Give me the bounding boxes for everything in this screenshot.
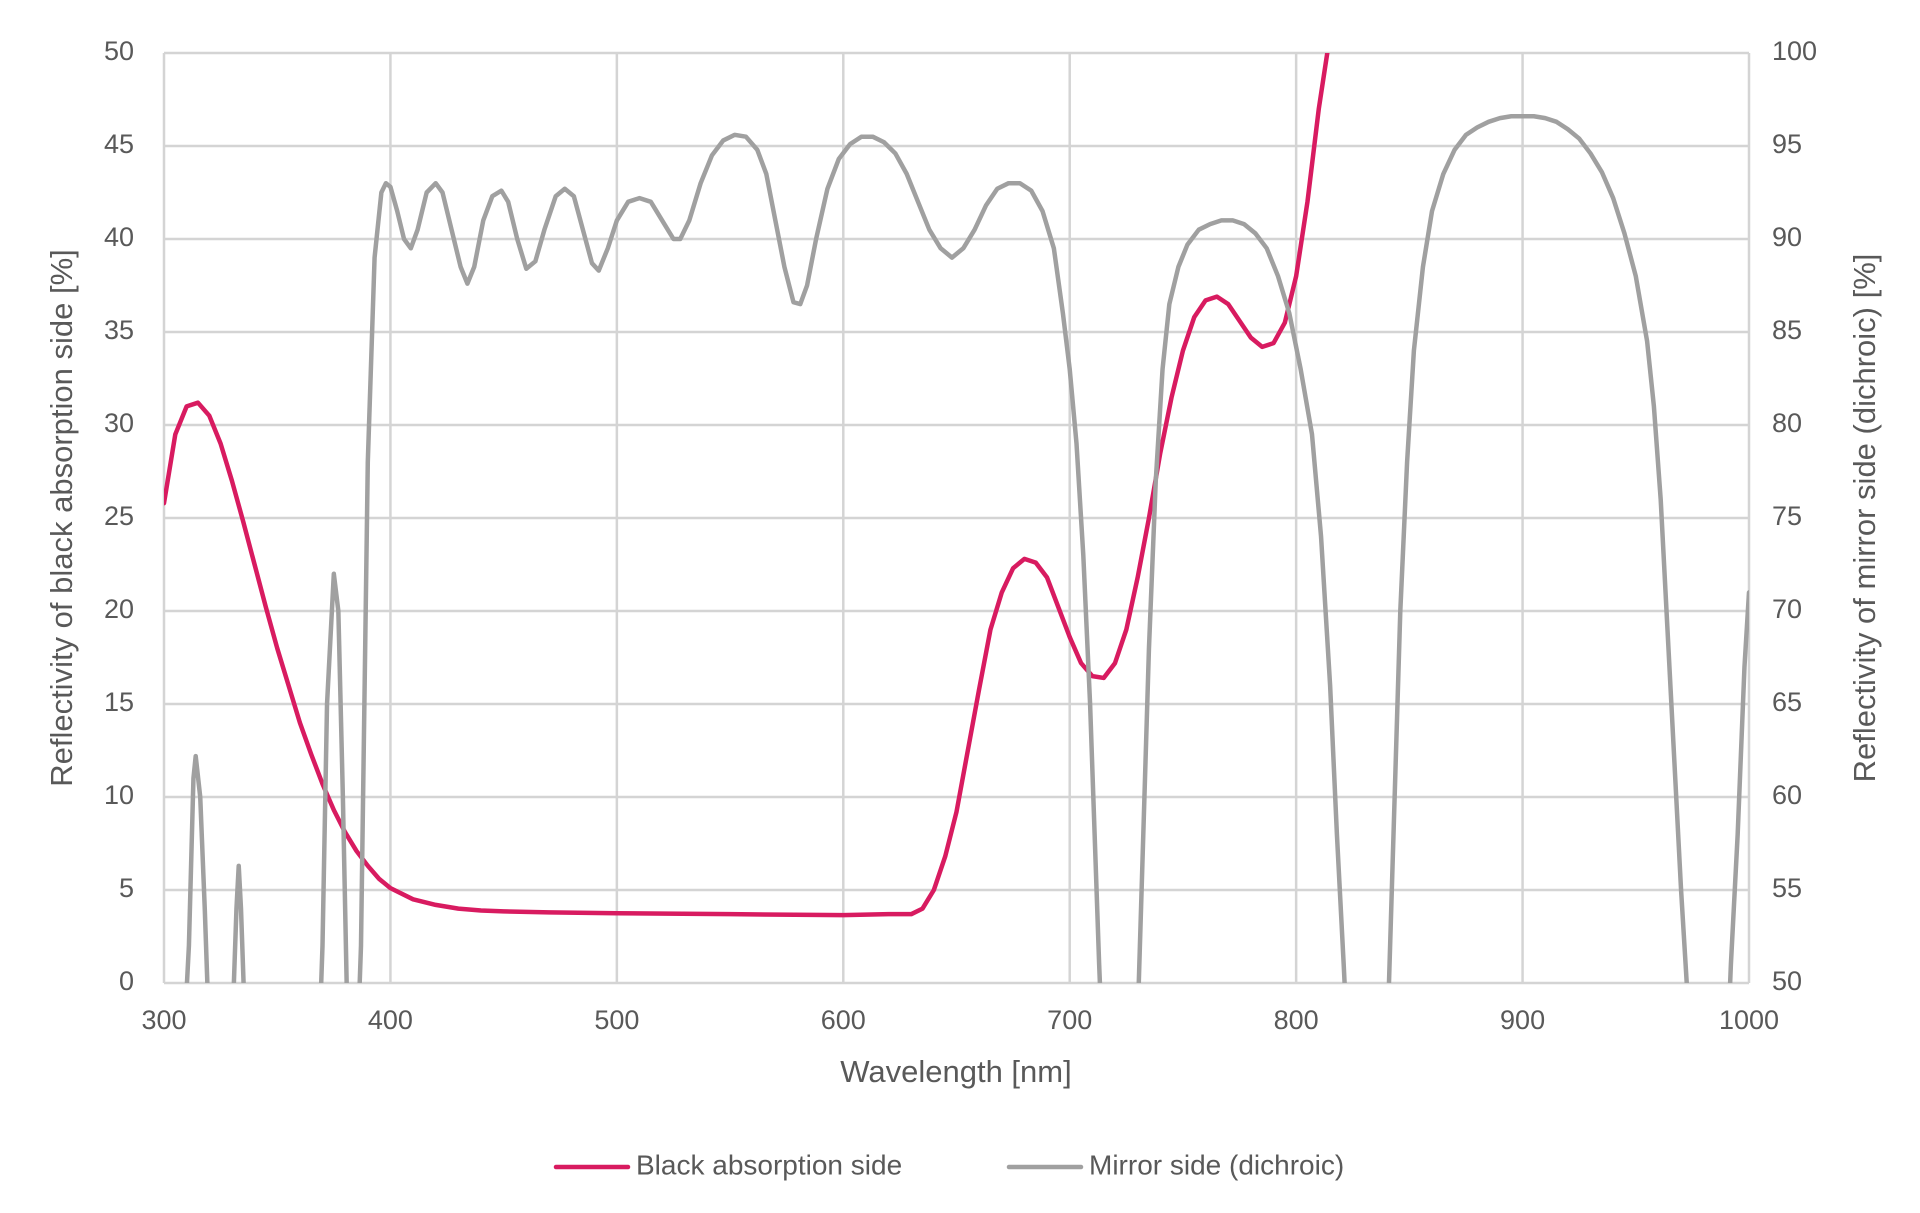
y2-axis-title: Reflectivity of mirror side (dichroic) […	[1847, 254, 1882, 783]
y-tick-label: 40	[104, 222, 134, 252]
grid	[162, 51, 1751, 985]
x-axis-title: Wavelength [nm]	[840, 1054, 1071, 1089]
x-tick-label: 1000	[1719, 1005, 1779, 1035]
y2-tick-label: 60	[1772, 780, 1802, 810]
y2-tick-label: 50	[1772, 966, 1802, 996]
y2-tick-label: 90	[1772, 222, 1802, 252]
y2-tick-label: 65	[1772, 687, 1802, 717]
y-tick-label: 50	[104, 36, 134, 66]
y2-tick-label: 80	[1772, 408, 1802, 438]
y2-tick-label: 85	[1772, 315, 1802, 345]
y-tick-label: 0	[119, 966, 134, 996]
y2-tick-label: 55	[1772, 873, 1802, 903]
series-line	[164, 53, 1330, 918]
y-tick-label: 15	[104, 687, 134, 717]
y2-tick-label: 95	[1772, 129, 1802, 159]
y2-tick-label: 100	[1772, 36, 1817, 66]
legend-label: Mirror side (dichroic)	[1089, 1149, 1344, 1180]
x-tick-label: 600	[821, 1005, 866, 1035]
y-tick-label: 35	[104, 315, 134, 345]
y-tick-label: 5	[119, 873, 134, 903]
y2-tick-label: 70	[1772, 594, 1802, 624]
x-tick-label: 800	[1274, 1005, 1319, 1035]
x-tick-label: 400	[368, 1005, 413, 1035]
x-tick-label: 700	[1047, 1005, 1092, 1035]
x-tick-label: 300	[141, 1005, 186, 1035]
y2-tick-label: 75	[1772, 501, 1802, 531]
y-tick-label: 25	[104, 501, 134, 531]
y-tick-label: 45	[104, 129, 134, 159]
y-tick-label: 20	[104, 594, 134, 624]
y-tick-label: 30	[104, 408, 134, 438]
series-line	[184, 113, 1749, 983]
x-tick-label: 900	[1500, 1005, 1545, 1035]
y-tick-label: 10	[104, 780, 134, 810]
x-tick-label: 500	[594, 1005, 639, 1035]
legend-label: Black absorption side	[636, 1149, 902, 1180]
plot-area	[164, 53, 1749, 983]
y-axis-title: Reflectivity of black absorption side [%…	[44, 249, 79, 787]
